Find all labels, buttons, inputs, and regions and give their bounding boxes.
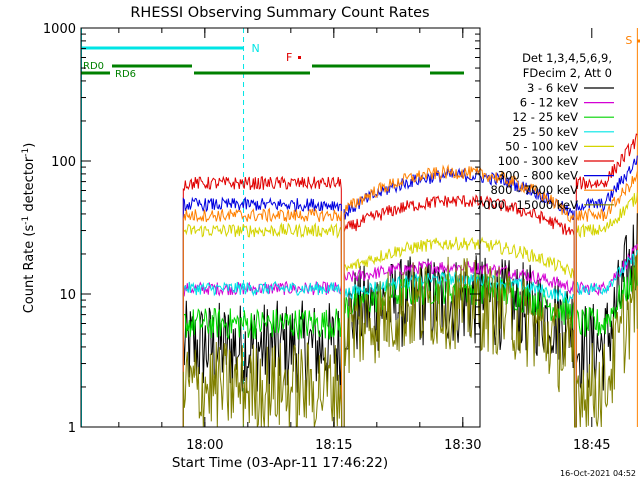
series-line-6 (182, 133, 638, 428)
rd0-label: RD0 (83, 61, 104, 72)
legend-entry-label: 7000 - 15000 keV (476, 198, 578, 212)
x-tick-label: 18:00 (186, 438, 223, 453)
series-lines (182, 133, 638, 428)
legend-entry-label: 800 - 7000 keV (490, 183, 578, 197)
saa-flag-label: S (625, 34, 632, 47)
plot-frame (80, 27, 481, 428)
legend-entry-label: 300 - 800 keV (498, 169, 578, 183)
legend-entry-label: 25 - 50 keV (512, 125, 578, 139)
legend-entry-label: 6 - 12 keV (520, 96, 578, 110)
legend-header: FDecim 2, Att 0 (523, 66, 612, 80)
y-axis-label: Count Rate (s-1 detector-1) (21, 143, 37, 314)
y-tick-label: 100 (51, 155, 76, 170)
series-line-1 (182, 213, 638, 428)
series-line-4 (182, 250, 638, 428)
night-flag-label: N (252, 42, 260, 55)
x-tick-label: 18:15 (315, 438, 352, 453)
chart-title: RHESSI Observing Summary Count Rates (130, 5, 429, 21)
legend-entry-label: 3 - 6 keV (527, 81, 578, 95)
legend-entry-label: 50 - 100 keV (505, 139, 578, 153)
series-line-7 (182, 155, 638, 428)
series-line-5 (182, 192, 638, 428)
y-tick-label: 1 (68, 421, 76, 436)
flare-flag-label: F (286, 51, 292, 64)
series-line-3 (182, 263, 638, 428)
flare-marker (298, 56, 301, 59)
x-tick-label: 18:45 (573, 438, 610, 453)
y-axis-ticks: 1 10 100 1000 (43, 22, 480, 436)
legend: Det 1,3,4,5,6,9,FDecim 2, Att 03 - 6 keV… (476, 51, 614, 212)
rd6-label: RD6 (115, 69, 136, 80)
series-line-8 (182, 164, 638, 428)
legend-entry-label: 100 - 300 keV (498, 154, 578, 168)
series-line-9 (182, 255, 638, 428)
x-tick-label: 18:30 (444, 438, 481, 453)
x-axis-label: Start Time (03-Apr-11 17:46:22) (172, 455, 388, 471)
legend-header: Det 1,3,4,5,6,9, (522, 51, 612, 65)
y-tick-label: 10 (59, 288, 76, 303)
timestamp: 16-Oct-2021 04:52 (560, 469, 636, 478)
legend-entry-label: 12 - 25 keV (512, 110, 578, 124)
y-tick-label: 1000 (43, 22, 76, 37)
